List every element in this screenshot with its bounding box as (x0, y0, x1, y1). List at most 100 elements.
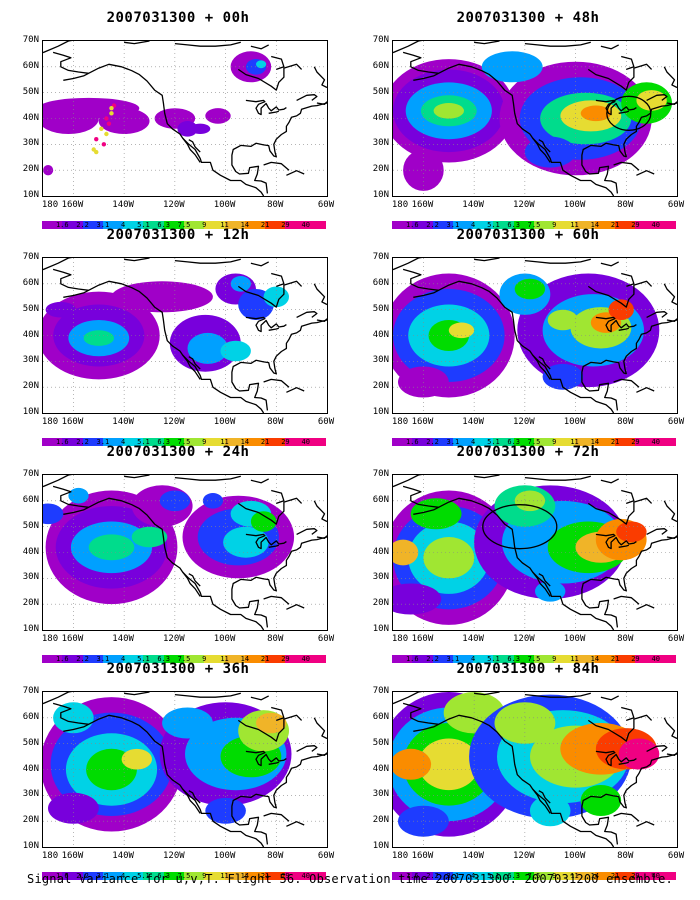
colorbar-label: 21 (260, 438, 270, 446)
map-panel-0h: 2007031300 + 00h 70N 60N 50N 40N 30N 20N 10N 180… (8, 10, 348, 229)
colorbar-label: 29 (631, 221, 640, 229)
y-tick-label: 10N (372, 190, 389, 200)
coastline (413, 289, 439, 298)
map-panel-72h: 2007031300 + 72h 70N 60N 50N 40N 30N 20N 10N 180… (358, 444, 698, 663)
signal-variance-map (42, 474, 328, 631)
variance-contour (423, 537, 475, 579)
colorbar-swatch (102, 221, 124, 229)
colorbar-swatch (473, 872, 494, 880)
map-canvas (43, 475, 327, 630)
coastline (296, 745, 318, 752)
colorbar-label: 1.6 (55, 872, 69, 880)
x-tick-label: 100W (563, 634, 586, 644)
map-canvas (393, 41, 677, 196)
y-tick-label: 10N (22, 841, 39, 851)
colorbar-label: 5.1 (137, 221, 150, 229)
coastline (174, 258, 241, 264)
coastline (393, 475, 419, 488)
colorbar-swatch (533, 655, 555, 663)
coastline (663, 283, 677, 306)
variance-contour (547, 309, 579, 331)
variance-contour (393, 748, 432, 780)
coastline (402, 51, 615, 196)
coastline (188, 139, 201, 153)
colorbar-label: 40 (651, 872, 660, 880)
coastline (663, 66, 677, 89)
signal-variance-map (392, 474, 678, 631)
map-panel-36h: 2007031300 + 36h 70N 60N 50N 40N 30N 20N 10N 180… (8, 661, 348, 880)
colorbar-swatch (305, 221, 326, 229)
colorbar-swatch (244, 872, 266, 880)
figure-caption: Signal Variance for u,v,T. Flight 56. Ob… (27, 872, 673, 886)
colorbar-swatch (452, 221, 474, 229)
panel-title: 2007031300 + 84h (456, 661, 600, 677)
x-tick-label: 60W (667, 634, 685, 644)
x-tick-label: 100W (213, 634, 236, 644)
colorbar-swatch (392, 221, 413, 229)
colorbar-label: 9 (552, 872, 557, 880)
colorbar-swatch (655, 221, 676, 229)
flight-track-point (104, 131, 109, 137)
coastline (181, 137, 201, 163)
colorbar-label: 1.6 (405, 438, 419, 446)
colorbar-swatch (62, 655, 83, 663)
variance-contour (580, 105, 612, 122)
colorbar-swatch (533, 872, 555, 880)
colorbar-label: 7.5 (177, 221, 191, 229)
coastline (538, 139, 551, 153)
variance-contour (263, 286, 289, 308)
panel-title: 2007031300 + 24h (106, 444, 250, 460)
coastline (181, 354, 201, 380)
coastline (316, 535, 327, 539)
y-tick-label: 40N (372, 112, 389, 123)
x-tick-label: 120W (513, 634, 535, 644)
x-tick-label: 60W (317, 851, 335, 861)
variance-contour (190, 123, 211, 134)
colorbar-swatch (183, 872, 205, 880)
x-tick-label: 160W (61, 417, 84, 427)
variance-contour (162, 707, 213, 739)
colorbar-label: 29 (281, 221, 290, 229)
x-tick-label: 80W (267, 851, 284, 861)
colorbar-label: 7.5 (527, 221, 541, 229)
x-tick-label: 180 (391, 417, 409, 427)
coastline (538, 356, 551, 370)
coastline (524, 258, 591, 264)
coastline (636, 170, 655, 176)
colorbar-swatch (82, 872, 103, 880)
variance-contour (43, 97, 140, 119)
colorbar-label: 1.6 (405, 872, 419, 880)
coastline (474, 41, 500, 45)
colorbar-swatch (432, 221, 453, 229)
coastline (52, 268, 265, 413)
coastline (296, 311, 318, 318)
map-canvas (43, 41, 327, 196)
variance-contour (256, 60, 267, 69)
y-tick-label: 60N (372, 494, 389, 505)
x-tick-label: 100W (213, 200, 236, 210)
coastline (52, 51, 265, 196)
x-tick-label: 80W (617, 634, 634, 644)
colorbar-label: 21 (610, 872, 620, 880)
colorbar-label: 9 (202, 221, 207, 229)
colorbar-label: 1.6 (55, 655, 69, 663)
map-canvas (43, 692, 327, 847)
coastline (413, 72, 439, 81)
colorbar-label: 29 (631, 438, 640, 446)
colorbar-label: 11 (220, 221, 229, 229)
colorbar-label: 7.5 (527, 438, 541, 446)
colorbar-swatch (305, 872, 326, 880)
coastline (581, 753, 677, 845)
colorbar-swatch (392, 438, 413, 446)
coastline (621, 706, 635, 722)
colorbar-swatch (594, 221, 616, 229)
x-tick-label: 100W (213, 851, 236, 861)
coastline (237, 497, 303, 525)
coastline (402, 268, 615, 413)
coastline (313, 717, 327, 740)
coastline (263, 812, 290, 822)
y-tick-label: 70N (22, 686, 39, 696)
y-tick-label: 60N (372, 60, 389, 71)
colorbar-label: 11 (570, 221, 579, 229)
colorbar-label: 29 (631, 655, 640, 663)
